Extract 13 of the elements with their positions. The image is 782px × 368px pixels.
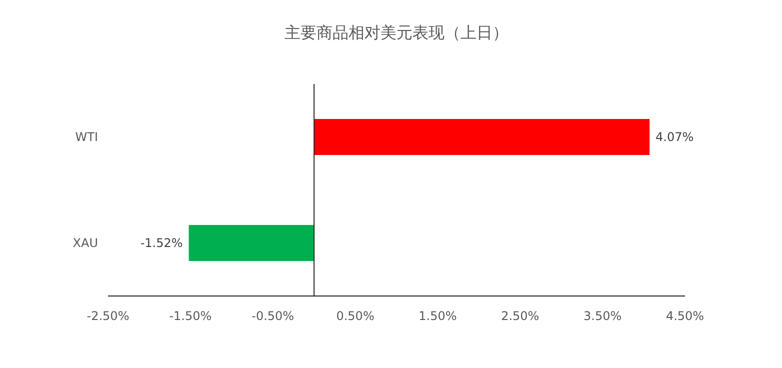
x-tick-label: 1.50% bbox=[418, 309, 457, 323]
x-tick-label: 3.50% bbox=[584, 309, 622, 323]
y-tick-label: WTI bbox=[75, 130, 98, 144]
x-tick-label: 2.50% bbox=[501, 309, 540, 323]
x-tick-label: 4.50% bbox=[666, 309, 704, 323]
x-tick-label: -1.50% bbox=[169, 309, 212, 323]
chart-title: 主要商品相对美元表现（上日） bbox=[284, 23, 508, 42]
x-tick-label: 0.50% bbox=[336, 309, 374, 323]
x-tick-label: -0.50% bbox=[252, 309, 294, 323]
data-label: -1.52% bbox=[140, 236, 183, 250]
data-label: 4.07% bbox=[656, 130, 694, 144]
y-tick-label: XAU bbox=[72, 236, 98, 250]
x-tick-label: -2.50% bbox=[86, 309, 130, 323]
